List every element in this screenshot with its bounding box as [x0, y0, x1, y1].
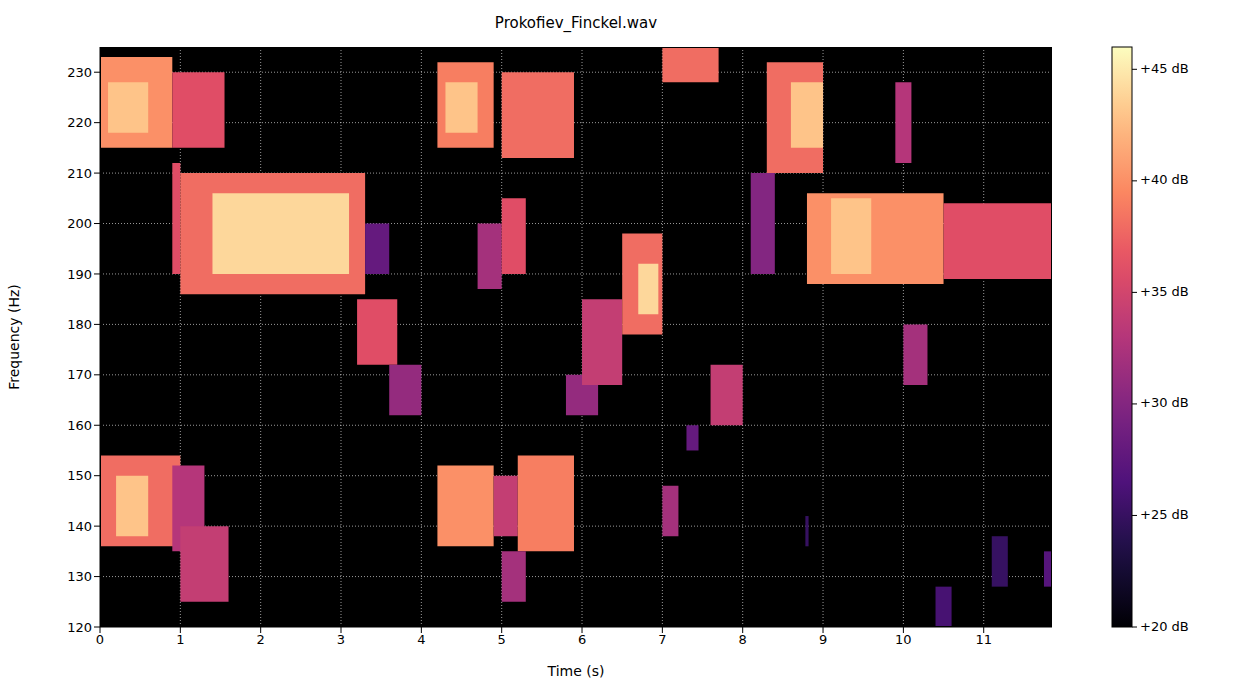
svg-text:170: 170 [67, 367, 92, 382]
svg-text:Frequency (Hz): Frequency (Hz) [6, 284, 22, 390]
svg-text:160: 160 [67, 418, 92, 433]
svg-text:150: 150 [67, 468, 92, 483]
html-text:Prokofiev_Finckel.wav: Prokofiev_Finckel.wav [494, 14, 658, 32]
svg-text:8: 8 [739, 632, 747, 647]
svg-text:+25 dB: +25 dB [1140, 507, 1189, 522]
svg-text:+35 dB: +35 dB [1140, 284, 1189, 299]
svg-text:120: 120 [67, 620, 92, 635]
svg-text:+40 dB: +40 dB [1140, 172, 1189, 187]
svg-text:3: 3 [337, 632, 345, 647]
svg-text:190: 190 [67, 267, 92, 282]
svg-text:230: 230 [67, 65, 92, 80]
svg-text:Time (s): Time (s) [547, 663, 605, 679]
svg-text:+30 dB: +30 dB [1140, 395, 1189, 410]
svg-text:+20 dB: +20 dB [1140, 619, 1189, 634]
svg-text:+45 dB: +45 dB [1140, 61, 1189, 76]
svg-text:140: 140 [67, 519, 92, 534]
svg-text:1: 1 [176, 632, 184, 647]
svg-text:5: 5 [498, 632, 506, 647]
svg-text:2: 2 [257, 632, 265, 647]
svg-text:220: 220 [67, 115, 92, 130]
svg-text:210: 210 [67, 166, 92, 181]
svg-text:10: 10 [895, 632, 912, 647]
svg-text:0: 0 [96, 632, 104, 647]
svg-text:9: 9 [819, 632, 827, 647]
svg-text:130: 130 [67, 569, 92, 584]
svg-text:4: 4 [417, 632, 425, 647]
svg-text:180: 180 [67, 317, 92, 332]
svg-text:7: 7 [658, 632, 666, 647]
svg-text:200: 200 [67, 216, 92, 231]
svg-text:6: 6 [578, 632, 586, 647]
svg-text:11: 11 [975, 632, 992, 647]
